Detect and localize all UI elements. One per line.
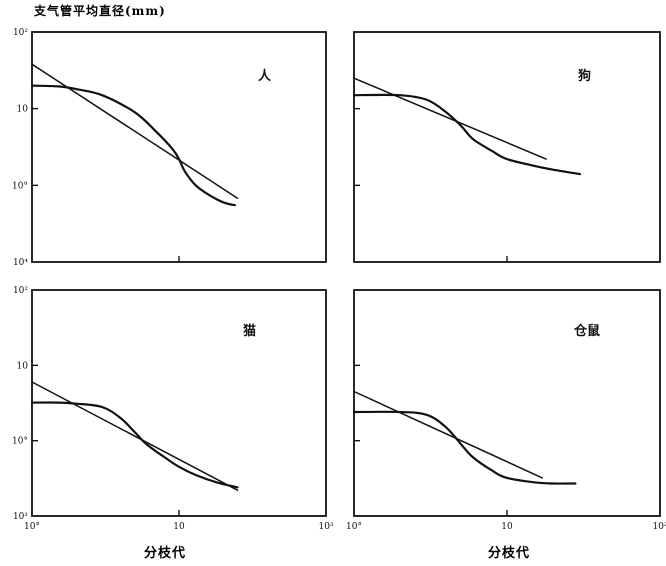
y-tick-label: 10° — [12, 437, 28, 447]
y-axis-label: 支气管平均直径(mm) — [33, 3, 166, 18]
series-curve — [352, 410, 577, 485]
panel-frame — [353, 289, 661, 517]
y-tick-label: 10² — [13, 28, 28, 38]
panel-label: 狗 — [578, 68, 591, 84]
panel-1: 10² 10 10° 10⁴ 人 — [12, 28, 327, 268]
panel-2: 狗 — [352, 31, 661, 263]
series-fit-line — [31, 381, 239, 491]
x-tick-label: 10 — [501, 522, 513, 532]
x-axis-label-right: 分枝代 — [488, 545, 530, 561]
panel-frame — [31, 31, 327, 263]
panel-label: 猫 — [243, 323, 256, 339]
x-axis-label-left: 分枝代 — [144, 545, 186, 561]
x-tick-label: 10³ — [318, 522, 333, 532]
x-tick-label: 10 — [173, 522, 185, 532]
x-tick-label: 10² — [652, 522, 666, 532]
x-tick-label: 10° — [346, 522, 362, 532]
series-fit-line — [353, 390, 544, 479]
series-curve — [352, 93, 582, 176]
y-tick-label: 10¹ — [13, 512, 28, 522]
series-curve — [30, 84, 236, 207]
series-fit-line — [31, 63, 239, 199]
y-tick-label: 10° — [12, 181, 28, 191]
series-curve — [30, 401, 239, 489]
y-tick-label: 10 — [17, 105, 29, 115]
y-tick-label: 10⁴ — [13, 258, 28, 268]
y-tick-label: 10 — [17, 361, 29, 371]
series-fit-line — [353, 77, 547, 160]
y-tick-label: 10² — [13, 286, 28, 296]
panel-4: 10° 10 10² 仓鼠 — [346, 289, 666, 532]
panel-frame — [353, 31, 661, 263]
panel-label: 仓鼠 — [573, 323, 600, 339]
panel-label: 人 — [258, 68, 272, 84]
x-tick-label: 10° — [24, 522, 40, 532]
